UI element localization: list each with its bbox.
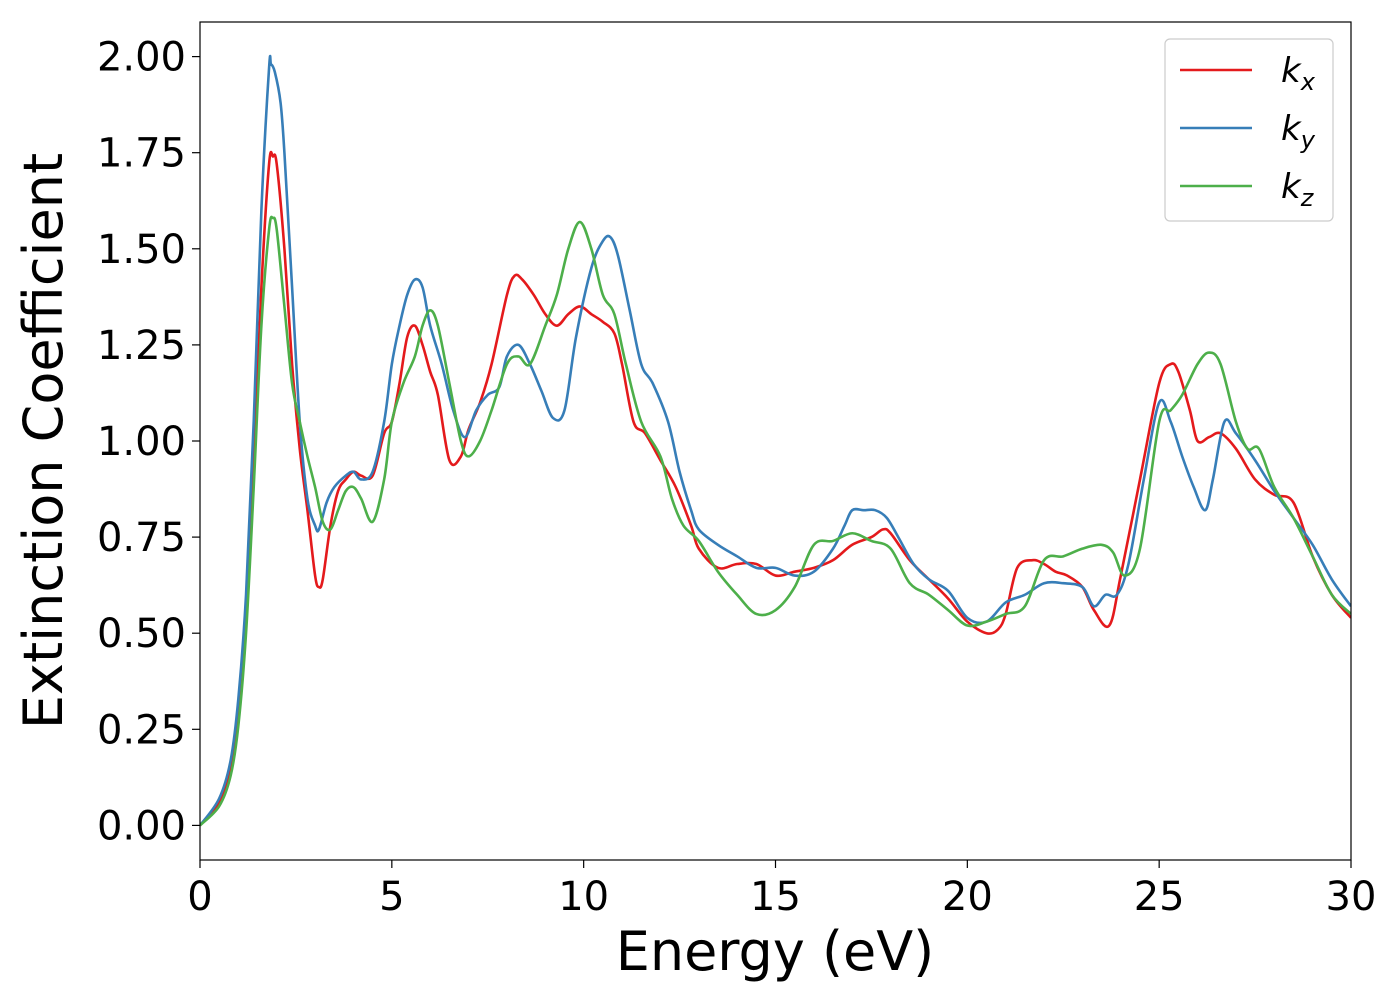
x-axis-label: Energy (eV) — [616, 920, 935, 983]
legend-label-main: k — [1281, 109, 1302, 149]
x-tick-label: 20 — [942, 874, 993, 920]
series-line-kz — [200, 215, 1351, 827]
legend-label-subscript: x — [1300, 68, 1316, 96]
legend-box — [1164, 38, 1334, 222]
plot-frame — [199, 21, 1352, 861]
x-tick-label: 30 — [1326, 874, 1377, 920]
series-line-ky — [200, 54, 1351, 827]
series-line-kx — [200, 150, 1351, 827]
legend-label-kx: kx — [1281, 51, 1316, 96]
y-tick-label: 0.25 — [97, 707, 186, 753]
x-tick-label: 25 — [1134, 874, 1185, 920]
x-tick-label: 10 — [558, 874, 609, 920]
y-tick-label: 1.00 — [97, 419, 186, 465]
legend-label-subscript: y — [1300, 126, 1316, 154]
y-tick-label: 2.00 — [97, 35, 186, 81]
x-axis: 0 5 10 15 20 25 30 — [187, 860, 1376, 920]
y-tick-label: 0.50 — [97, 611, 186, 657]
y-tick-label: 1.25 — [97, 323, 186, 369]
y-tick-label: 0.75 — [97, 515, 186, 561]
legend-label-ky: ky — [1281, 109, 1316, 154]
y-axis-label: Extinction Coefficient — [12, 153, 75, 729]
x-tick-label: 0 — [187, 874, 212, 920]
x-tick-label: 5 — [379, 874, 404, 920]
legend-label-main: k — [1281, 51, 1302, 91]
legend-label-kz: kz — [1281, 167, 1315, 212]
legend-label-subscript: z — [1300, 184, 1315, 212]
plot-area — [200, 54, 1351, 827]
y-axis: 0.00 0.25 0.50 0.75 1.00 1.25 1.50 1.75 2.00 — [97, 35, 200, 849]
x-tick-label: 15 — [750, 874, 801, 920]
y-tick-label: 1.50 — [97, 227, 186, 273]
y-tick-label: 1.75 — [97, 131, 186, 177]
legend-label-main: k — [1281, 167, 1302, 207]
y-tick-label: 0.00 — [97, 803, 186, 849]
